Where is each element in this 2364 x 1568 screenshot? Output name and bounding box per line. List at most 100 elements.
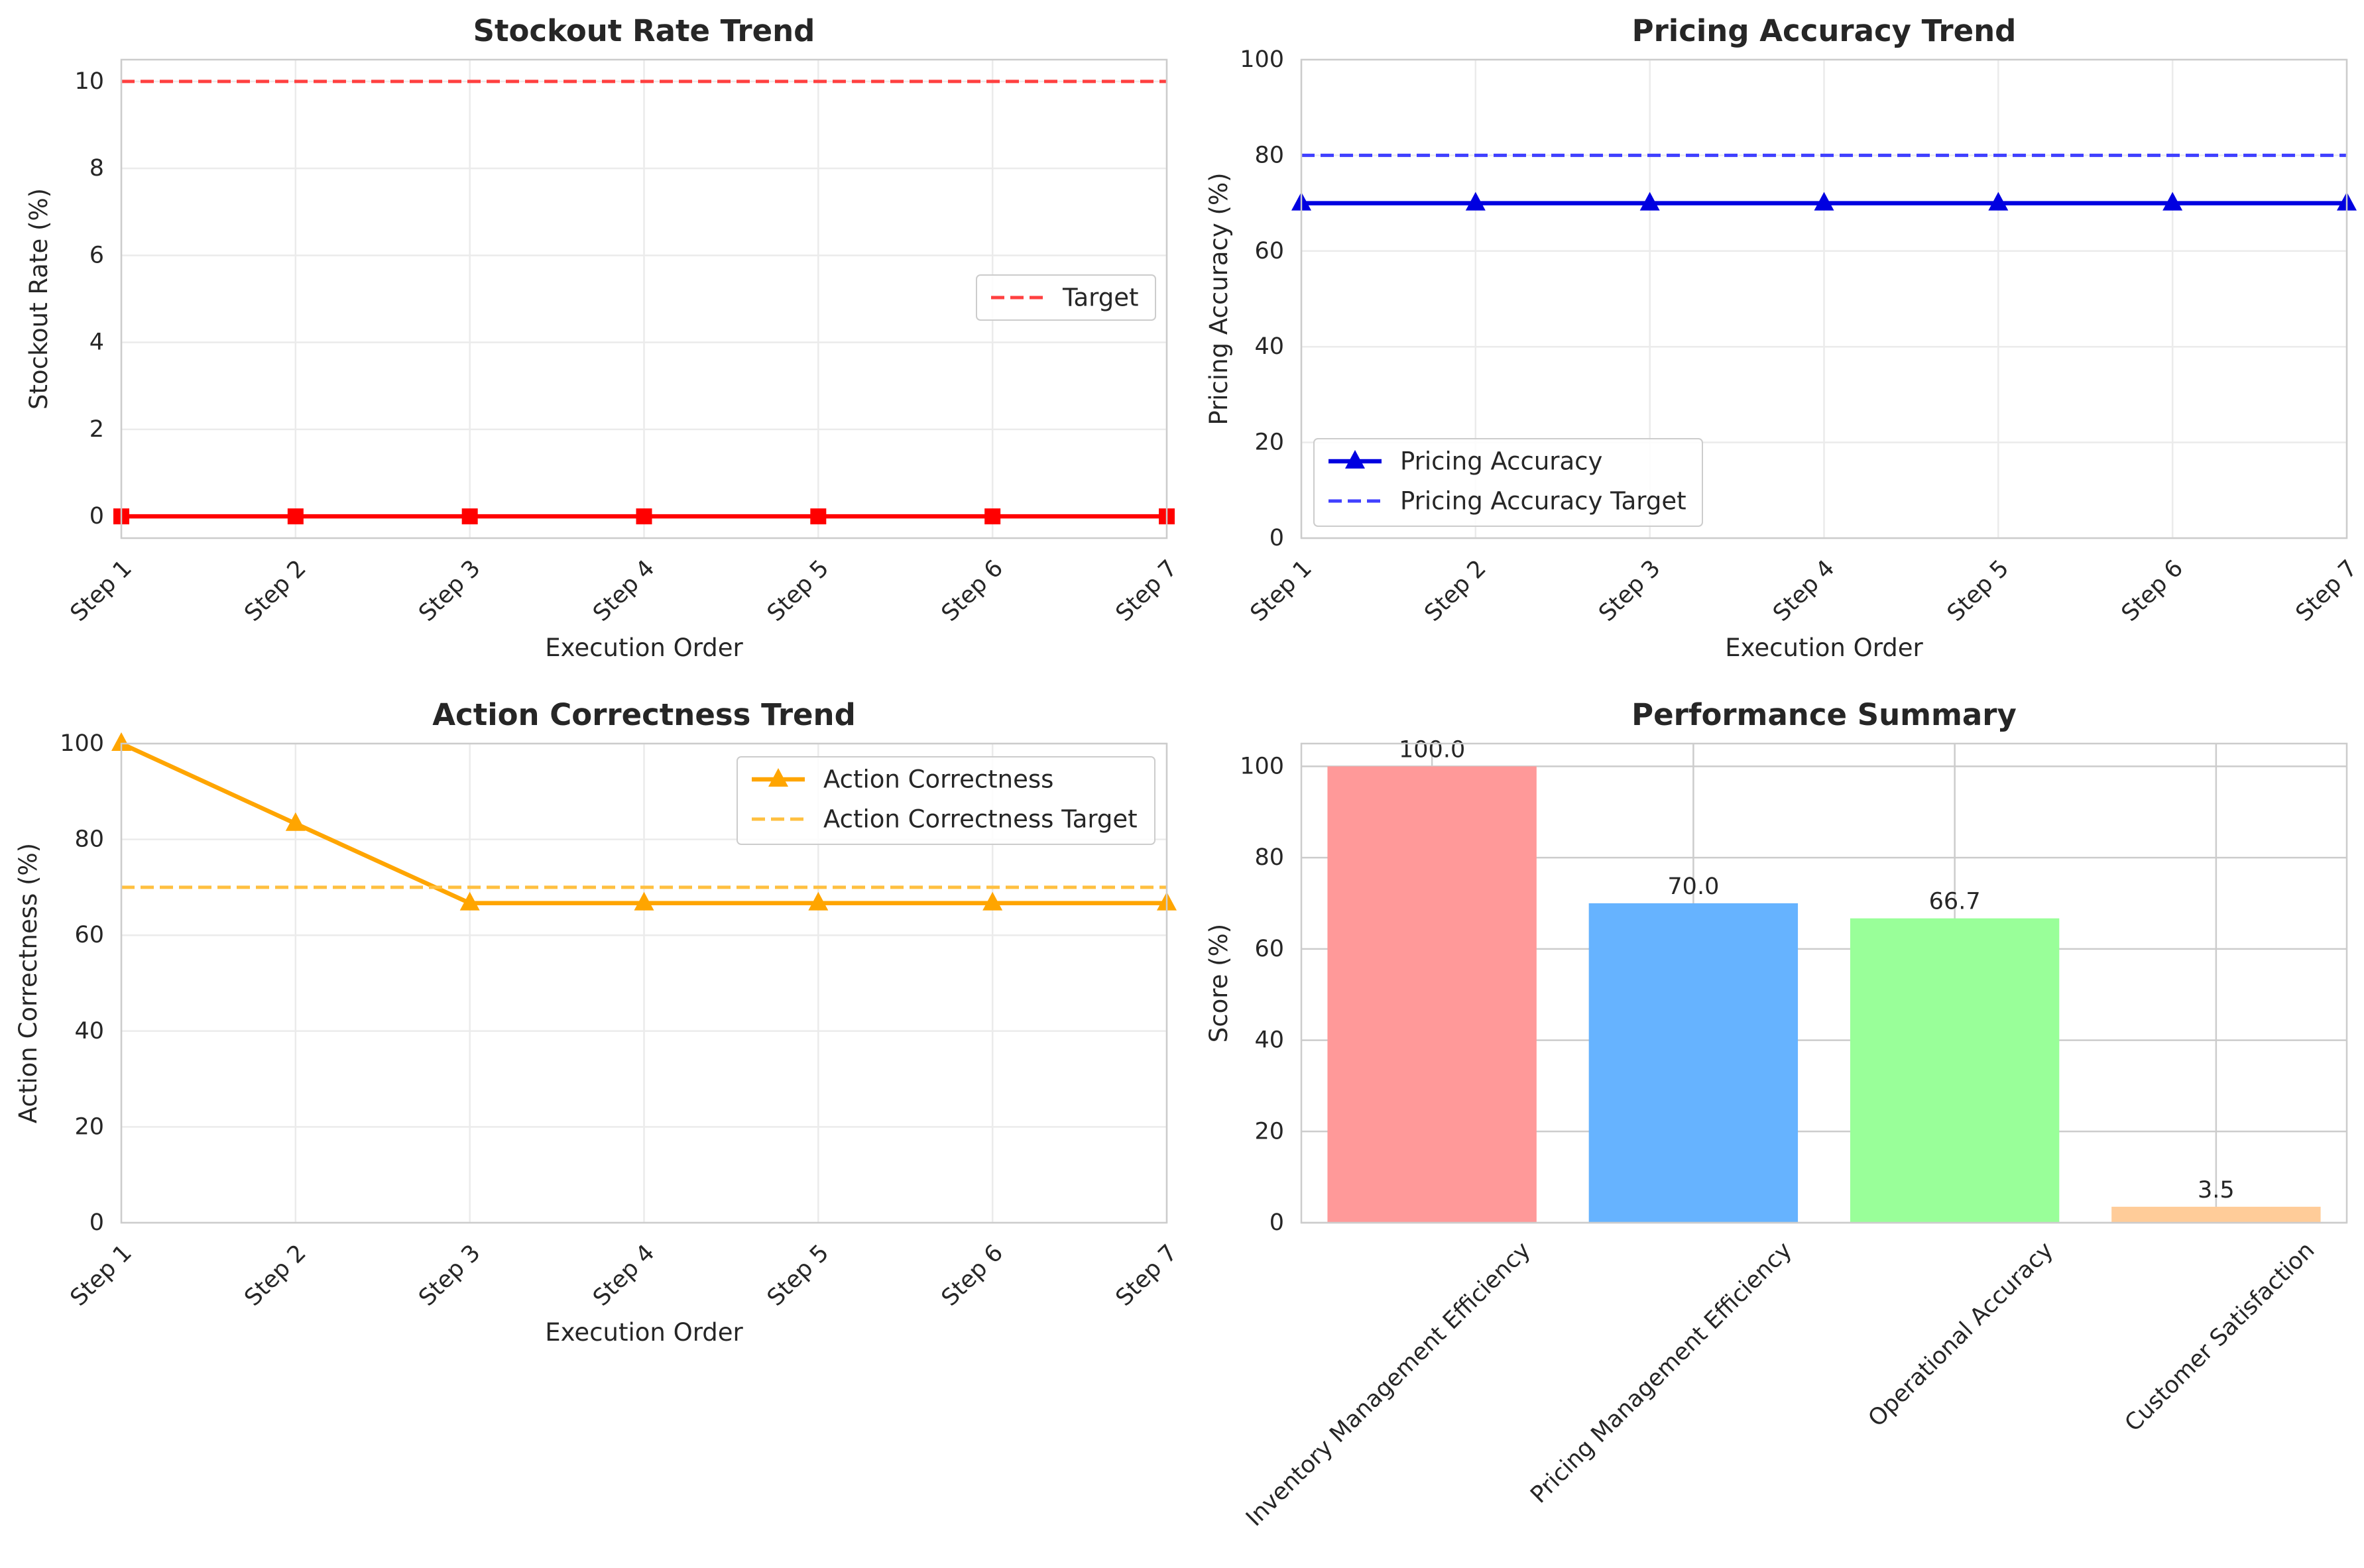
y-tick-label: 20 xyxy=(1254,1118,1284,1145)
y-tick-label: 60 xyxy=(1254,936,1284,962)
chart-title: Performance Summary xyxy=(1631,697,2017,732)
data-point xyxy=(1988,192,2009,211)
chart-title: Pricing Accuracy Trend xyxy=(1632,13,2017,48)
x-tick-label: Step 3 xyxy=(1594,555,1665,627)
x-tick-label: Step 2 xyxy=(1419,555,1491,627)
y-axis-label: Pricing Accuracy (%) xyxy=(1205,172,1233,425)
legend-label: Pricing Accuracy Target xyxy=(1400,487,1686,516)
y-tick-label: 80 xyxy=(74,826,104,853)
data-point xyxy=(287,508,304,525)
data-point xyxy=(111,732,131,751)
x-tick-label: Step 6 xyxy=(2117,555,2188,627)
x-tick-label: Step 6 xyxy=(937,555,1008,627)
y-axis-label: Stockout Rate (%) xyxy=(25,188,53,410)
legend-box xyxy=(1313,438,1703,527)
legend: Pricing Accuracy Pricing Accuracy Target xyxy=(1313,438,1703,527)
y-tick-label: 8 xyxy=(89,155,104,182)
x-tick-label: Step 4 xyxy=(588,555,660,627)
y-tick-label: 60 xyxy=(74,922,104,948)
bar-1 xyxy=(1327,766,1537,1223)
legend-label: Pricing Accuracy xyxy=(1400,447,1602,476)
legend: Target xyxy=(976,274,1156,321)
x-tick-label: Operational Accuracy xyxy=(1863,1237,2058,1432)
y-tick-label: 0 xyxy=(89,1209,104,1236)
legend-marker xyxy=(768,768,788,787)
data-point xyxy=(810,508,827,525)
x-tick-label: Step 7 xyxy=(2291,555,2363,627)
y-tick-label: 6 xyxy=(89,242,104,268)
x-tick-label: Step 5 xyxy=(762,555,834,627)
data-point xyxy=(459,891,480,911)
x-tick-label: Step 1 xyxy=(66,1240,137,1312)
x-axis-label: Execution Order xyxy=(545,1318,743,1347)
data-point xyxy=(1465,192,1486,211)
y-tick-label: 2 xyxy=(89,416,104,443)
y-tick-label: 0 xyxy=(1270,1209,1284,1236)
y-tick-label: 40 xyxy=(74,1018,104,1044)
y-tick-label: 80 xyxy=(1254,142,1284,168)
y-tick-label: 0 xyxy=(1270,525,1284,551)
data-point xyxy=(461,508,478,525)
chart-panel-4: Performance Summary 100.0 70.0 66.7 3.5 Inven… xyxy=(1205,697,2348,1532)
legend-label: Action Correctness xyxy=(823,765,1053,794)
y-tick-label: 100 xyxy=(1240,753,1284,779)
data-point xyxy=(984,508,1001,525)
x-tick-label: Step 4 xyxy=(1768,555,1840,627)
bar-value-label: 100.0 xyxy=(1399,736,1465,763)
plot-frame xyxy=(120,742,1168,1224)
x-tick-label: Customer Satisfaction xyxy=(2120,1237,2320,1437)
y-tick-label: 40 xyxy=(1254,333,1284,360)
legend-marker xyxy=(1345,450,1365,469)
x-tick-label: Step 6 xyxy=(937,1240,1008,1312)
bar-value-label: 66.7 xyxy=(1929,889,1981,915)
data-point xyxy=(636,508,652,525)
y-axis-label: Score (%) xyxy=(1205,924,1233,1042)
y-tick-label: 80 xyxy=(1254,844,1284,871)
y-tick-label: 40 xyxy=(1254,1027,1284,1054)
legend-label: Action Correctness Target xyxy=(823,805,1138,834)
y-axis-label: Action Correctness (%) xyxy=(14,843,42,1123)
legend-box xyxy=(976,274,1156,321)
x-tick-label: Step 4 xyxy=(588,1240,660,1312)
x-tick-label: Step 2 xyxy=(239,1240,311,1312)
y-tick-label: 0 xyxy=(89,503,104,530)
x-tick-label: Step 3 xyxy=(414,555,485,627)
data-point xyxy=(285,812,306,831)
chart-panel-2: Pricing Accuracy Trend Step 1 Step 2 Step 3… xyxy=(1205,13,2363,662)
legend-label: Target xyxy=(1062,284,1138,312)
data-point xyxy=(982,891,1003,911)
plot-frame xyxy=(1300,742,2348,1224)
plot-frame xyxy=(120,58,1168,539)
data-point xyxy=(634,891,654,911)
y-tick-label: 4 xyxy=(89,329,104,356)
data-point xyxy=(808,891,829,911)
chart-title: Stockout Rate Trend xyxy=(473,13,815,48)
x-tick-label: Step 7 xyxy=(1111,555,1183,627)
x-tick-label: Step 5 xyxy=(1942,555,2014,627)
x-tick-label: Pricing Management Efficiency xyxy=(1525,1237,1797,1509)
x-tick-label: Step 1 xyxy=(66,555,137,627)
y-tick-label: 100 xyxy=(60,730,104,757)
data-point xyxy=(1814,192,1834,211)
data-point xyxy=(2162,192,2183,211)
legend-box xyxy=(737,756,1155,845)
x-tick-label: Step 5 xyxy=(762,1240,834,1312)
x-tick-label: Step 7 xyxy=(1111,1240,1183,1312)
bar-3 xyxy=(1850,918,2060,1223)
plot-frame xyxy=(1300,58,2348,539)
y-tick-label: 20 xyxy=(74,1113,104,1140)
y-tick-label: 20 xyxy=(1254,429,1284,456)
chart-panel-1: Stockout Rate Trend Step 1 Step 2 Step 3 Ste… xyxy=(25,13,1183,662)
bar-value-label: 3.5 xyxy=(2198,1177,2235,1204)
x-tick-label: Step 3 xyxy=(414,1240,485,1312)
bar-4 xyxy=(2111,1206,2321,1223)
data-point xyxy=(1639,192,1660,211)
x-tick-label: Inventory Management Efficiency xyxy=(1241,1237,1535,1532)
x-tick-label: Step 1 xyxy=(1246,555,1317,627)
bar-2 xyxy=(1588,903,1799,1223)
legend: Action Correctness Action Correctness Tar… xyxy=(737,756,1155,845)
y-tick-label: 100 xyxy=(1240,46,1284,73)
y-tick-label: 10 xyxy=(74,68,104,95)
y-tick-label: 60 xyxy=(1254,238,1284,264)
